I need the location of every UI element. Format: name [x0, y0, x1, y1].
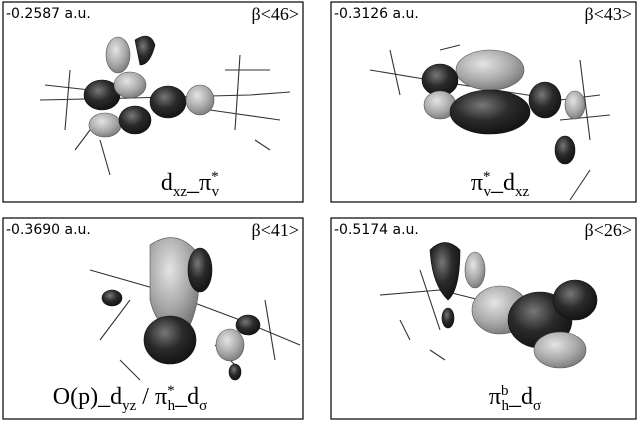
label-part: σ [199, 398, 207, 414]
orbital-image [380, 243, 597, 369]
label-part: v [212, 184, 220, 200]
orbital-label: π*v_dxz [471, 169, 530, 200]
state-label: β<41> [252, 220, 299, 240]
state-label: β<43> [585, 4, 632, 24]
label-part: xz [515, 184, 530, 200]
label-part: π [471, 170, 483, 196]
label-part: _d [508, 384, 533, 410]
label-part: * [167, 383, 175, 399]
orbital-image [40, 36, 290, 175]
label-part: * [211, 169, 219, 185]
orbital-label: dxz_π*v [161, 169, 220, 200]
state-label: β<46> [252, 4, 299, 24]
label-part: b [501, 383, 509, 399]
label-part: / π [136, 384, 167, 410]
energy-label: -0.5174 a.u. [334, 222, 419, 238]
label-part: yz [122, 398, 137, 414]
state-label: β<26> [585, 220, 632, 240]
label-part: * [483, 169, 491, 185]
figure: -0.2587 a.u.β<46>dxz_π*v-0.3126 a.u.β<43… [0, 0, 637, 421]
label-part: d [161, 170, 173, 196]
label-part: _d [490, 170, 515, 196]
label-part: _π [186, 170, 211, 196]
energy-label: -0.2587 a.u. [6, 6, 91, 22]
label-part: xz [173, 184, 188, 200]
label-part: σ [533, 398, 541, 414]
energy-label: -0.3126 a.u. [334, 6, 419, 22]
label-part: O(p)_d [53, 384, 122, 410]
label-part: _d [174, 384, 199, 410]
energy-label: -0.3690 a.u. [6, 222, 91, 238]
orbital-label: O(p)_dyz / π*h_dσ [53, 383, 207, 414]
orbital-image [90, 238, 300, 380]
label-part: π [489, 384, 501, 410]
